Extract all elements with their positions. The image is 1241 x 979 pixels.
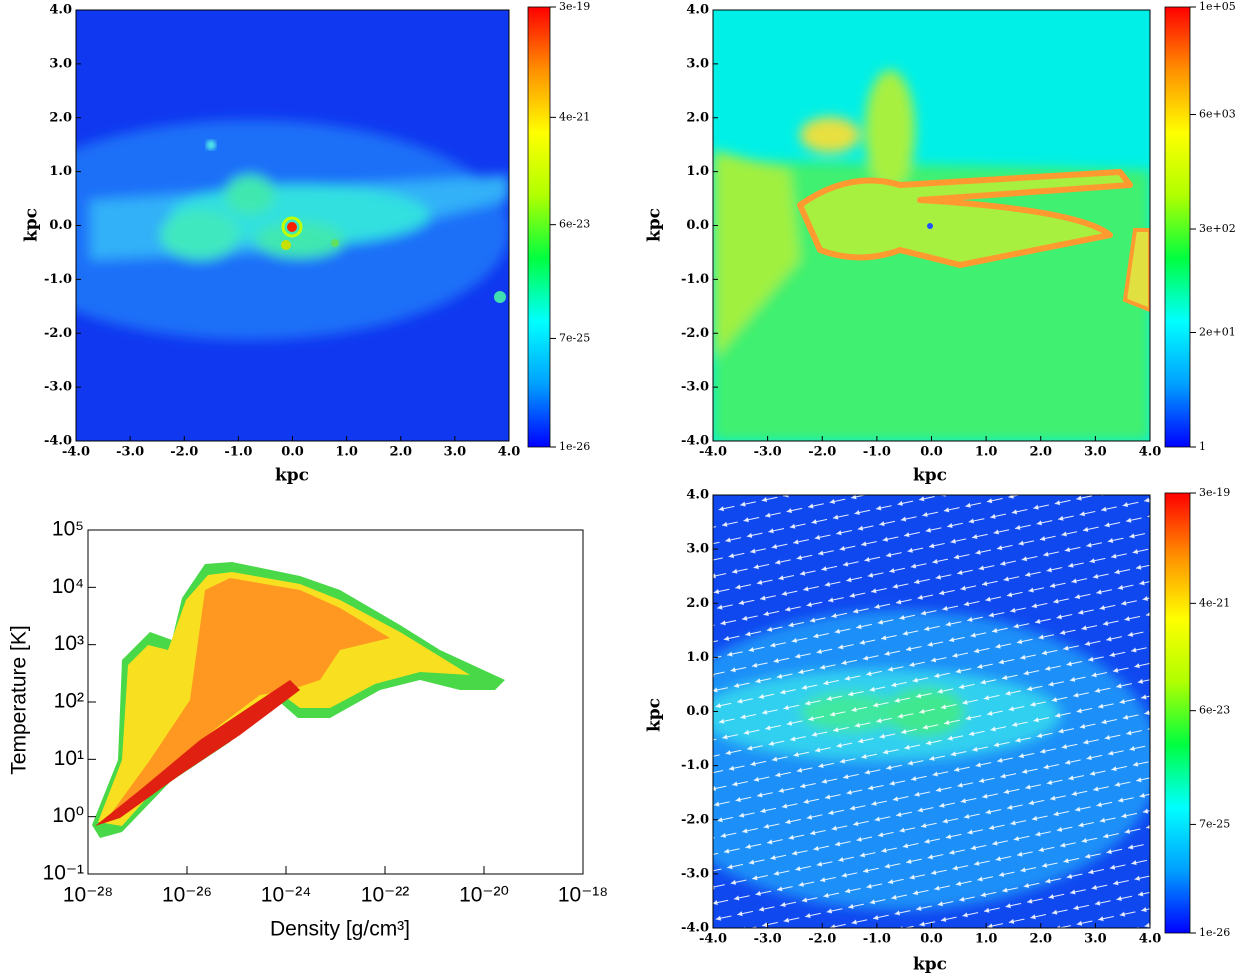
y-tick-label: -2.0 [681, 812, 709, 827]
x-tick-label: -2.0 [170, 445, 198, 460]
x-tick-label: 1.0 [975, 445, 998, 460]
x-tick-label: -4.0 [699, 932, 727, 947]
colorbar-tick-label: 6e+03 [1199, 108, 1236, 121]
x-tick-label: 1.0 [975, 932, 998, 947]
colorbar-tick-label: 6e-23 [1199, 704, 1230, 717]
y-tick-label: -1.0 [681, 272, 709, 287]
colorbar-tick-label: 3e-19 [559, 0, 590, 13]
y-tick-label: 4.0 [49, 3, 72, 18]
x-tick-label: -1.0 [863, 932, 891, 947]
colorbar-tick-label: 7e-25 [559, 331, 590, 344]
x-tick-label: -2.0 [808, 445, 836, 460]
x-axis-label: kpc [913, 955, 947, 975]
x-tick-label: 2.0 [1029, 932, 1052, 947]
colorbar [527, 6, 551, 448]
x-tick-label: 10⁻²² [361, 884, 409, 907]
colorbar-tick-label: 1e-26 [559, 440, 590, 453]
x-tick-label: 10⁻²⁴ [261, 884, 311, 907]
x-tick-label: -4.0 [62, 445, 90, 460]
colorbar [1164, 492, 1191, 934]
x-tick-label: 2.0 [389, 445, 412, 460]
y-tick-label: -3.0 [681, 380, 709, 395]
x-tick-label: 10⁻²⁶ [162, 884, 212, 907]
y-tick-label: 3.0 [49, 56, 72, 71]
x-tick-label: 0.0 [281, 445, 304, 460]
y-tick-label: 10⁰ [52, 804, 84, 827]
colorbar-tick-label: 1e-26 [1199, 926, 1230, 939]
x-tick-label: 3.0 [444, 445, 467, 460]
colorbar [1164, 6, 1191, 448]
y-tick-label: 3.0 [686, 56, 709, 71]
colorbar-tick-label: 7e-25 [1199, 817, 1230, 830]
colorbar-tick-label: 4e-21 [559, 110, 590, 123]
x-tick-label: 1.0 [335, 445, 358, 460]
y-tick-label: -1.0 [44, 272, 72, 287]
x-tick-label: 4.0 [1139, 445, 1162, 460]
velocity-map [713, 495, 1150, 928]
y-tick-label: 0.0 [686, 218, 709, 233]
x-tick-label: 10⁻¹⁸ [558, 884, 608, 907]
y-tick-label: 1.0 [686, 164, 709, 179]
x-axis-label: kpc [913, 466, 947, 486]
x-tick-label: -3.0 [754, 445, 782, 460]
y-tick-label: -4.0 [44, 434, 72, 449]
x-tick-label: 2.0 [1029, 445, 1052, 460]
y-tick-label: -3.0 [681, 866, 709, 881]
y-tick-label: 0.0 [49, 218, 72, 233]
colorbar-tick-label: 3e+02 [1199, 222, 1236, 235]
x-tick-label: -1.0 [863, 445, 891, 460]
density-map [76, 10, 509, 441]
y-axis-label: kpc [645, 698, 665, 732]
x-axis-label: kpc [275, 466, 309, 486]
phase-diagram [92, 562, 505, 838]
x-tick-label: 4.0 [498, 445, 521, 460]
y-tick-label: 10² [54, 690, 84, 713]
x-tick-label: 4.0 [1139, 932, 1162, 947]
y-axis-label: kpc [22, 208, 42, 242]
x-tick-label: 3.0 [1084, 932, 1107, 947]
colorbar-tick-label: 1 [1199, 440, 1206, 453]
colorbar-tick-label: 3e-19 [1199, 486, 1230, 499]
x-tick-label: 3.0 [1084, 445, 1107, 460]
y-tick-label: 1.0 [686, 650, 709, 665]
y-tick-label: 4.0 [686, 3, 709, 18]
x-axis-label: Density [g/cm³] [270, 918, 410, 941]
colorbar-tick-label: 6e-23 [559, 218, 590, 231]
y-axis-label: kpc [645, 208, 665, 242]
y-tick-label: -2.0 [44, 326, 72, 341]
y-tick-label: -1.0 [681, 758, 709, 773]
y-tick-label: 10⁵ [52, 518, 84, 541]
y-tick-label: -3.0 [44, 380, 72, 395]
x-tick-label: -1.0 [224, 445, 252, 460]
y-tick-label: -4.0 [681, 921, 709, 936]
x-tick-label: 0.0 [920, 932, 943, 947]
y-tick-label: 0.0 [686, 704, 709, 719]
y-tick-label: 2.0 [686, 596, 709, 611]
colorbar-tick-label: 4e-21 [1199, 596, 1230, 609]
y-tick-label: 10³ [54, 632, 84, 655]
x-tick-label: -4.0 [699, 445, 727, 460]
x-tick-label: -3.0 [116, 445, 144, 460]
y-tick-label: 10¹ [54, 747, 84, 770]
y-tick-label: 10⁴ [52, 575, 84, 598]
y-tick-label: 2.0 [49, 110, 72, 125]
y-tick-label: -2.0 [681, 326, 709, 341]
y-axis-label: Temperature [K] [8, 625, 31, 774]
x-tick-label: 10⁻²⁸ [63, 884, 113, 907]
y-tick-label: 10⁻¹ [43, 862, 84, 885]
y-tick-label: -4.0 [681, 434, 709, 449]
y-tick-label: 3.0 [686, 542, 709, 557]
y-tick-label: 2.0 [686, 110, 709, 125]
y-tick-label: 1.0 [49, 164, 72, 179]
y-tick-label: 4.0 [686, 488, 709, 503]
colorbar-tick-label: 1e+05 [1199, 0, 1236, 13]
temperature-map [713, 10, 1150, 441]
colorbar-tick-label: 2e+01 [1199, 326, 1236, 339]
x-tick-label: 0.0 [920, 445, 943, 460]
x-tick-label: -3.0 [754, 932, 782, 947]
x-tick-label: 10⁻²⁰ [459, 884, 509, 907]
x-tick-label: -2.0 [808, 932, 836, 947]
